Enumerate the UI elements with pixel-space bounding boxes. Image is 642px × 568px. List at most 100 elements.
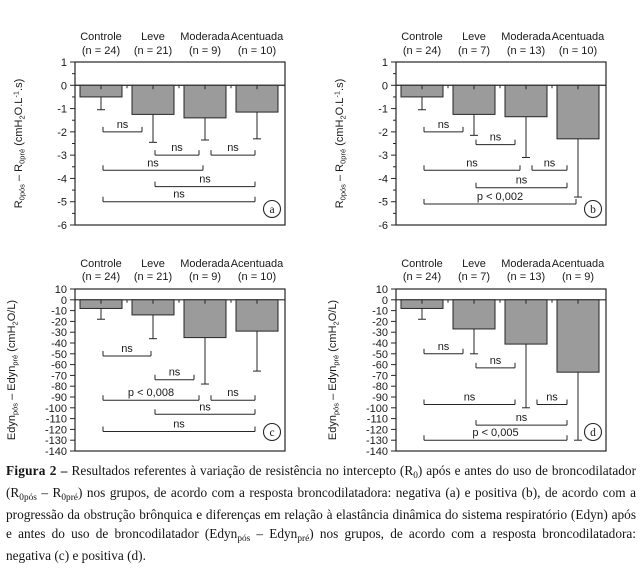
- group-n: (n = 7): [458, 45, 490, 57]
- y-tick-label: -1: [378, 104, 388, 116]
- y-tick-label: -50: [372, 349, 388, 361]
- y-tick-label: -140: [366, 446, 388, 458]
- y-tick-label: -5: [378, 197, 388, 209]
- panel-letter-circle: [262, 422, 282, 442]
- sig-label: ns: [121, 343, 133, 355]
- y-tick-label: -5: [57, 197, 67, 209]
- chart-panel-a: Controle (n = 24) Leve (n = 21) Moderada (n =…: [0, 0, 321, 238]
- y-tick-label: -6: [378, 220, 388, 232]
- y-tick-label: -110: [367, 414, 388, 426]
- sig-label: ns: [169, 367, 181, 379]
- group-label: Leve: [141, 258, 165, 270]
- sig-label: ns: [227, 387, 239, 399]
- y-tick-label: -120: [45, 424, 67, 436]
- group-label: Controle: [401, 31, 443, 43]
- bar-leve: [452, 84, 496, 115]
- y-tick-label: -60: [51, 360, 67, 372]
- group-n: (n = 9): [189, 45, 221, 57]
- sig-label: ns: [438, 119, 450, 131]
- chart-c: Controle(n = 24)Leve(n = 21)Moderada(n =…: [6, 258, 286, 458]
- group-n: (n = 13): [507, 271, 545, 283]
- y-tick-label: -60: [372, 360, 388, 372]
- sig-label: ns: [516, 412, 528, 424]
- y-tick-label: -3: [378, 150, 388, 162]
- y-tick-label: -4: [57, 173, 67, 185]
- group-n: (n = 10): [559, 45, 597, 57]
- group-n: (n = 10): [238, 45, 276, 57]
- group-label: Moderada: [501, 258, 551, 270]
- caption-segment: ) após e antes do uso de broncodilatador…: [6, 463, 637, 500]
- caption-segment: – R: [36, 485, 62, 500]
- y-tick-label: -90: [372, 392, 388, 404]
- group-n: (n = 9): [189, 271, 221, 283]
- sig-label: p < 0,005: [472, 427, 518, 439]
- group-label: Controle: [80, 258, 122, 270]
- y-axis-label: Edynpós – Edynpré (cmH2O/L): [6, 300, 20, 440]
- y-axis-label: R0pós – R0pré (cmH2O.L-1.s): [333, 79, 348, 209]
- chart-d: Controle(n = 24)Leve(n = 7)Moderada(n = …: [327, 258, 607, 458]
- y-tick-label: -2: [378, 127, 388, 139]
- y-tick-label: 0: [382, 295, 388, 307]
- group-label: Leve: [141, 31, 165, 43]
- bar-moderada: [183, 299, 227, 339]
- y-tick-label: -130: [366, 435, 388, 447]
- sig-label: ns: [199, 174, 211, 186]
- y-axis-label: Edynpós – Edynpré (cmH2O/L): [327, 300, 341, 440]
- y-tick-label: -130: [45, 435, 67, 447]
- y-tick-label: -40: [51, 338, 67, 350]
- sig-label: ns: [171, 142, 183, 154]
- group-label: Controle: [80, 31, 122, 43]
- y-tick-label: -4: [378, 173, 388, 185]
- y-tick-label: -70: [372, 370, 388, 382]
- y-tick-label: -70: [51, 370, 67, 382]
- group-label: Acentuada: [552, 31, 605, 43]
- y-tick-label: 10: [55, 284, 67, 296]
- sig-label: p < 0,008: [128, 387, 174, 399]
- group-label: Moderada: [501, 31, 551, 43]
- y-tick-label: -2: [57, 127, 67, 139]
- y-tick-label: 1: [61, 57, 67, 69]
- sig-label: ns: [199, 401, 211, 413]
- y-tick-label: -10: [51, 306, 67, 318]
- sig-label: ns: [490, 355, 502, 367]
- group-label: Acentuada: [231, 31, 284, 43]
- sig-label: ns: [544, 157, 556, 169]
- panel-letter: b: [590, 204, 596, 216]
- y-tick-label: -50: [51, 349, 67, 361]
- group-label: Acentuada: [552, 258, 605, 270]
- sig-label: ns: [516, 175, 528, 187]
- panel-letter: d: [590, 427, 596, 439]
- group-label: Acentuada: [231, 258, 284, 270]
- sig-label: ns: [546, 392, 558, 404]
- sig-label: ns: [173, 189, 185, 201]
- sig-label: ns: [173, 419, 185, 431]
- caption-segment: ) nos grupos, de acordo com a resposta b…: [6, 485, 636, 541]
- panel-letter: a: [269, 204, 274, 216]
- caption-segment: – Edyn: [250, 526, 298, 541]
- chart-panel-d: Controle (n = 24) Leve (n = 7) Moderada (n = …: [321, 238, 642, 462]
- y-tick-label: -20: [372, 316, 388, 328]
- sig-label: ns: [464, 392, 476, 404]
- caption-subscript: pré: [297, 533, 310, 544]
- caption-subscript: 0pré: [61, 492, 78, 503]
- panel-letter-circle: [583, 422, 603, 442]
- y-tick-label: -140: [45, 446, 67, 458]
- chart-b: Controle (n = 24) Leve (n = 7) Moderada (n = …: [333, 31, 607, 232]
- group-label: Controle: [401, 258, 443, 270]
- y-tick-label: -110: [46, 414, 67, 426]
- panel-letter-circle: [583, 199, 603, 219]
- group-n: (n = 10): [238, 271, 276, 283]
- group-label: Leve: [462, 258, 486, 270]
- y-tick-label: -100: [45, 403, 67, 415]
- bar-acentuada: [556, 299, 600, 373]
- group-n: (n = 13): [507, 45, 545, 57]
- caption-label: Figura 2 –: [6, 463, 68, 478]
- sig-label: ns: [227, 142, 239, 154]
- sig-label: p < 0,002: [477, 191, 523, 203]
- chart-a: Controle (n = 24) Leve (n = 21) Moderada (n =…: [12, 31, 286, 232]
- panel-letter-circle: [262, 199, 282, 219]
- group-n: (n = 24): [82, 45, 120, 57]
- caption-segment: Resultados referentes à variação de resi…: [71, 463, 414, 478]
- group-n: (n = 21): [134, 45, 172, 57]
